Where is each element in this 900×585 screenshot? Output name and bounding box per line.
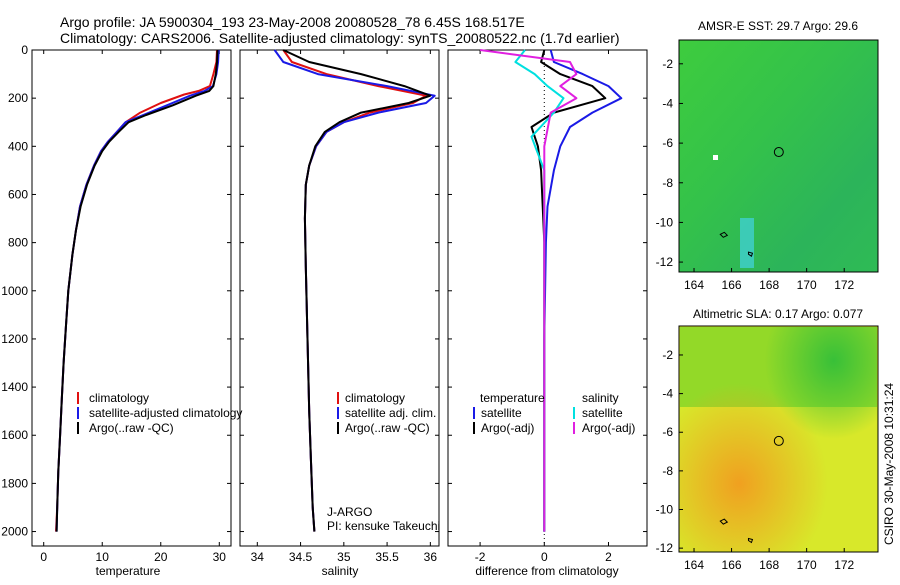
sst-lon-tick-label: 168 bbox=[759, 278, 779, 292]
difference-xlabel: difference from climatology bbox=[475, 564, 618, 578]
depth-tick-label: 800 bbox=[8, 236, 28, 250]
depth-tick-label: 1000 bbox=[1, 284, 28, 298]
float-program-label: J-ARGO bbox=[327, 505, 372, 519]
sla-lon-tick-label: 164 bbox=[684, 558, 704, 572]
salinity-xlabel: salinity bbox=[322, 564, 359, 578]
difference-x-tick-label: 2 bbox=[605, 550, 612, 564]
legend-label: satellite adj. clim. bbox=[345, 406, 436, 420]
salinity-legend: climatology satellite adj. clim. Argo(..… bbox=[337, 391, 436, 435]
temperature-x-tick-label: 0 bbox=[40, 550, 47, 564]
side-timestamp-label: CSIRO 30-May-2008 10:31:24 bbox=[882, 383, 896, 545]
legend-header-salinity: salinity bbox=[582, 391, 619, 405]
temperature-panel bbox=[31, 49, 232, 547]
island-outline bbox=[719, 518, 729, 525]
temperature-legend: climatology satellite-adjusted climatolo… bbox=[77, 391, 242, 435]
figure-title-line2: Climatology: CARS2006. Satellite-adjuste… bbox=[60, 30, 620, 46]
salinity-panel bbox=[239, 49, 440, 547]
sla-lat-tick-label: -8 bbox=[662, 464, 673, 478]
sla-map-title: Altimetric SLA: 0.17 Argo: 0.077 bbox=[693, 307, 863, 321]
figure-title-line1: Argo profile: JA 5900304_193 23-May-2008… bbox=[60, 14, 525, 30]
sst-lon-tick-label: 164 bbox=[684, 278, 704, 292]
island-outline bbox=[747, 537, 754, 544]
sla-lon-tick-label: 170 bbox=[797, 558, 817, 572]
sst-cyan-patch bbox=[740, 218, 754, 268]
sla-lon-tick-label: 166 bbox=[722, 558, 742, 572]
sla-lat-tick-label: -6 bbox=[662, 425, 673, 439]
legend-label: satellite bbox=[582, 406, 623, 420]
difference-x-tick-label: -2 bbox=[475, 550, 486, 564]
sst-lat-tick-label: -4 bbox=[662, 96, 673, 110]
sla-lat-tick-label: -4 bbox=[662, 387, 673, 401]
sst-map-field bbox=[678, 39, 879, 273]
legend-label: Argo(-adj) bbox=[582, 421, 635, 435]
depth-tick-label: 1400 bbox=[1, 380, 28, 394]
legend-label: climatology bbox=[89, 391, 149, 405]
series-line-salinity-argo-adj bbox=[479, 49, 578, 532]
sst-lat-tick-label: -2 bbox=[662, 57, 673, 71]
series-line-argo-raw-qc bbox=[282, 49, 432, 532]
depth-tick-label: 0 bbox=[21, 43, 28, 57]
sla-lon-tick-label: 172 bbox=[834, 558, 854, 572]
legend-label: satellite bbox=[481, 406, 522, 420]
sla-lat-tick-label: -10 bbox=[656, 503, 674, 517]
salinity-x-tick-label: 34.5 bbox=[289, 550, 313, 564]
depth-tick-label: 200 bbox=[8, 91, 28, 105]
sla-lon-tick-label: 168 bbox=[759, 558, 779, 572]
sst-lat-tick-label: -12 bbox=[656, 255, 674, 269]
island-outline bbox=[747, 251, 754, 257]
sst-map-title: AMSR-E SST: 29.7 Argo: 29.6 bbox=[698, 19, 858, 33]
salinity-x-tick-label: 34 bbox=[251, 550, 265, 564]
sst-missing-pixel bbox=[713, 155, 718, 160]
depth-tick-label: 1600 bbox=[1, 428, 28, 442]
temperature-x-tick-label: 20 bbox=[154, 550, 168, 564]
salinity-x-tick-label: 35.5 bbox=[375, 550, 399, 564]
legend-label: Argo(..raw -QC) bbox=[89, 421, 174, 435]
sst-float-location-marker bbox=[773, 147, 784, 158]
temperature-x-tick-label: 10 bbox=[96, 550, 110, 564]
sla-lat-tick-label: -2 bbox=[662, 348, 673, 362]
temperature-x-tick-label: 30 bbox=[213, 550, 227, 564]
difference-legend: temperature satellite Argo(-adj) salinit… bbox=[473, 391, 635, 435]
sst-lat-tick-label: -8 bbox=[662, 176, 673, 190]
depth-tick-label: 1800 bbox=[1, 476, 28, 490]
sla-lat-tick-label: -12 bbox=[656, 541, 674, 555]
sst-lat-tick-label: -10 bbox=[656, 215, 674, 229]
sst-lat-tick-label: -6 bbox=[662, 136, 673, 150]
temperature-xlabel: temperature bbox=[96, 564, 161, 578]
legend-label: climatology bbox=[345, 391, 405, 405]
series-line-argo-raw-qc bbox=[55, 49, 219, 532]
sst-lon-tick-label: 170 bbox=[797, 278, 817, 292]
difference-x-tick-label: 0 bbox=[541, 550, 548, 564]
island-outline bbox=[719, 231, 729, 238]
legend-label: Argo(..raw -QC) bbox=[345, 421, 430, 435]
depth-tick-label: 2000 bbox=[1, 525, 28, 539]
sla-orange-blob bbox=[680, 327, 877, 551]
sst-lon-tick-label: 172 bbox=[834, 278, 854, 292]
salinity-x-tick-label: 36 bbox=[424, 550, 438, 564]
salinity-x-tick-label: 35 bbox=[337, 550, 351, 564]
sst-lon-tick-label: 166 bbox=[722, 278, 742, 292]
float-pi-label: PI: kensuke Takeuchi bbox=[327, 519, 440, 533]
depth-tick-label: 1200 bbox=[1, 332, 28, 346]
legend-header-temperature: temperature bbox=[480, 391, 545, 405]
sla-float-location-marker bbox=[773, 435, 784, 446]
depth-tick-label: 400 bbox=[8, 139, 28, 153]
legend-label: Argo(-adj) bbox=[481, 421, 534, 435]
legend-label: satellite-adjusted climatology bbox=[89, 406, 242, 420]
depth-tick-label: 600 bbox=[8, 187, 28, 201]
